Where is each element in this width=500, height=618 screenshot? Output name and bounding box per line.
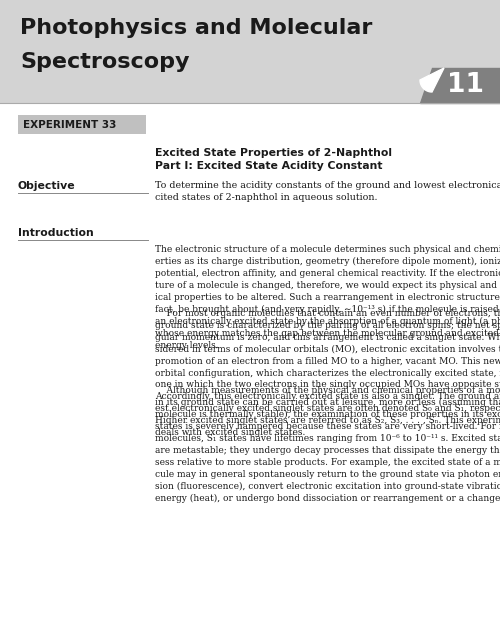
Text: Introduction: Introduction <box>18 228 94 238</box>
Text: Photophysics and Molecular: Photophysics and Molecular <box>20 18 372 38</box>
Text: The electronic structure of a molecule determines such physical and chemical pro: The electronic structure of a molecule d… <box>155 245 500 350</box>
Text: 11: 11 <box>448 72 484 98</box>
Bar <box>18 115 146 134</box>
Text: To determine the acidity constants of the ground and lowest electronically ex-
c: To determine the acidity constants of th… <box>155 181 500 202</box>
Text: Spectroscopy: Spectroscopy <box>20 52 190 72</box>
Polygon shape <box>420 68 500 103</box>
Bar <box>0 0 500 103</box>
Text: For most organic molecules that contain an even number of electrons, the
ground : For most organic molecules that contain … <box>155 309 500 437</box>
Text: Objective: Objective <box>18 181 76 191</box>
Text: Although measurements of the physical and chemical properties of a molecule
in i: Although measurements of the physical an… <box>155 386 500 503</box>
Text: Excited State Properties of 2-Naphthol: Excited State Properties of 2-Naphthol <box>155 148 392 158</box>
Polygon shape <box>420 68 444 92</box>
Text: EXPERIMENT 33: EXPERIMENT 33 <box>23 119 116 130</box>
Text: Part I: Excited State Acidity Constant: Part I: Excited State Acidity Constant <box>155 161 382 171</box>
